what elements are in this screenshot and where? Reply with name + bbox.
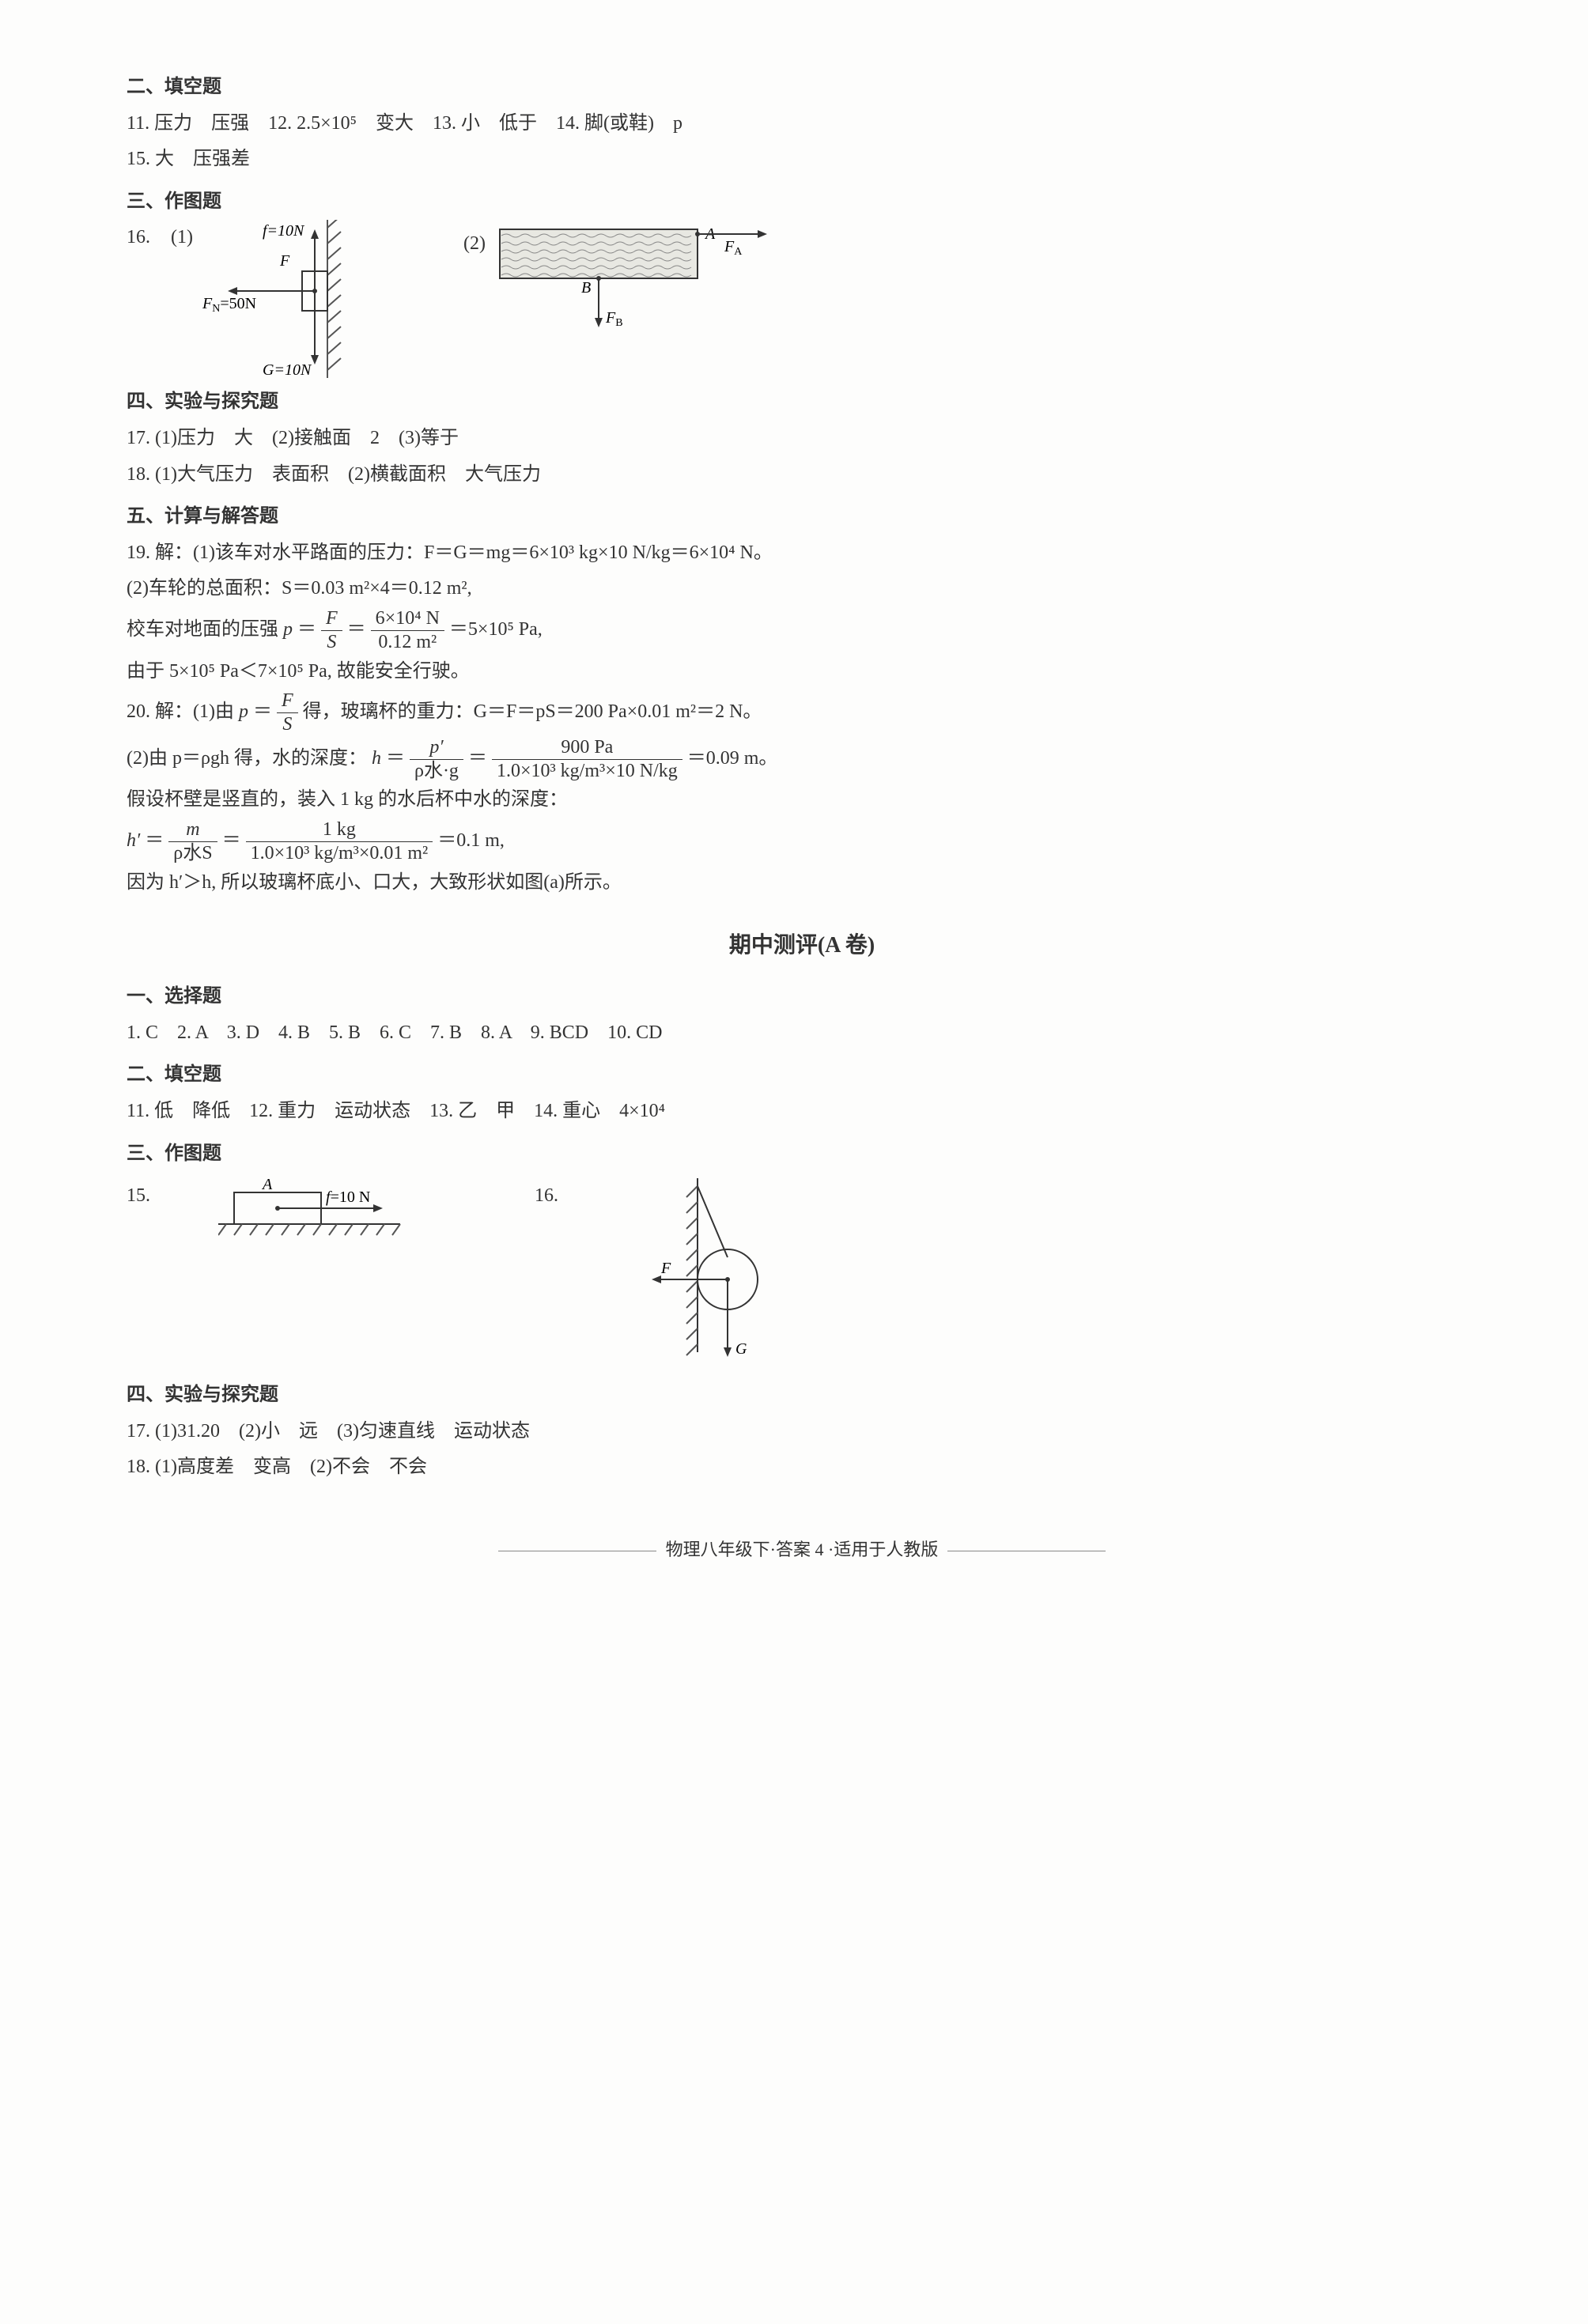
page-footer: 物理八年级下·答案 4 ·适用于人教版 <box>127 1533 1477 1566</box>
q20-l1-text-b: 得，玻璃杯的重力：G＝F＝pS＝200 Pa×0.01 m²＝2 N。 <box>303 701 762 722</box>
b-q18-line: 18. (1)高度差 变高 (2)不会 不会 <box>127 1449 1477 1486</box>
section-3-header: 三、作图题 <box>127 184 1477 221</box>
fraction-F-over-S-2: F S <box>277 690 298 736</box>
b-q1-10-line: 1. C 2. A 3. D 4. B 5. B 6. C 7. B 8. A … <box>127 1015 1477 1052</box>
svg-text:F: F <box>660 1260 671 1277</box>
section-4-header: 四、实验与探究题 <box>127 384 1477 421</box>
q20-l1-text-a: 20. 解：(1)由 <box>127 701 239 722</box>
svg-text:F: F <box>279 252 290 270</box>
section-5-header: 五、计算与解答题 <box>127 499 1477 535</box>
block-on-surface-icon: A f=10 N <box>218 1178 408 1257</box>
b-section-1-header: 一、选择题 <box>127 979 1477 1015</box>
q17-line: 17. (1)压力 大 (2)接触面 2 (3)等于 <box>127 421 1477 457</box>
svg-text:FN=50N: FN=50N <box>202 295 256 315</box>
fraction-m-over-rhoS: m ρ水S <box>168 818 217 865</box>
svg-text:G: G <box>735 1340 747 1358</box>
frac-den: 1.0×10³ kg/m³×10 N/kg <box>492 760 682 783</box>
b-section-4-header: 四、实验与探究题 <box>127 1377 1477 1414</box>
frac-den: ρ水·g <box>410 760 463 783</box>
q16-part1-label: (1) <box>171 220 193 256</box>
q20-l4-text-b: ＝0.1 m, <box>437 830 505 851</box>
frac-den: 0.12 m² <box>371 631 444 654</box>
svg-text:B: B <box>581 279 591 297</box>
frac-den: ρ水S <box>168 842 217 865</box>
svg-text:G=10N: G=10N <box>263 361 312 378</box>
svg-text:FB: FB <box>605 309 623 329</box>
frac-num: 1 kg <box>246 818 433 842</box>
fraction-F-over-S: F S <box>321 607 342 654</box>
q20-line3: 假设杯壁是竖直的，装入 1 kg 的水后杯中水的深度： <box>127 782 1477 818</box>
q16-number: 16. <box>127 220 171 256</box>
q19-line3: 校车对地面的压强 p ＝ F S ＝ 6×10⁴ N 0.12 m² ＝5×10… <box>127 607 1477 654</box>
q20-l2-text-a: (2)由 p＝ρgh 得，水的深度： <box>127 748 367 769</box>
q18-line: 18. (1)大气压力 表面积 (2)横截面积 大气压力 <box>127 457 1477 493</box>
section-2-header: 二、填空题 <box>127 70 1477 106</box>
q19-l3-text-b: ＝5×10⁵ Pa, <box>449 619 543 640</box>
diagram-16b: F G <box>626 1178 785 1368</box>
q19-line2: (2)车轮的总面积：S＝0.03 m²×4＝0.12 m², <box>127 571 1477 607</box>
frac-num: m <box>168 818 217 842</box>
frac-num: F <box>277 690 298 713</box>
fraction-value-3: 1 kg 1.0×10³ kg/m³×0.01 m² <box>246 818 433 865</box>
q15b-number: 15. <box>127 1178 171 1215</box>
svg-text:A: A <box>261 1178 273 1193</box>
frac-den: S <box>277 713 298 736</box>
svg-text:FA: FA <box>724 238 743 258</box>
diagram-16-1: f=10N F FN=50N G=10N <box>202 220 369 378</box>
frac-num: 6×10⁴ N <box>371 607 444 631</box>
b-section-2-header: 二、填空题 <box>127 1057 1477 1094</box>
diagram-16-2: A FA B FB <box>492 220 792 338</box>
q20-line5: 因为 h′＞h, 所以玻璃杯底小、口大，大致形状如图(a)所示。 <box>127 865 1477 901</box>
b-q17-line: 17. (1)31.20 (2)小 远 (3)匀速直线 运动状态 <box>127 1414 1477 1450</box>
q20-line4: h′ ＝ m ρ水S ＝ 1 kg 1.0×10³ kg/m³×0.01 m² … <box>127 818 1477 865</box>
frac-num: F <box>321 607 342 631</box>
frac-num: p′ <box>410 736 463 760</box>
fraction-p-over-rho-g: p′ ρ水·g <box>410 736 463 783</box>
q11-q14-line: 11. 压力 压强 12. 2.5×10⁵ 变大 13. 小 低于 14. 脚(… <box>127 106 1477 142</box>
frac-num: 900 Pa <box>492 736 682 760</box>
q20-line2: (2)由 p＝ρgh 得，水的深度： h ＝ p′ ρ水·g ＝ 900 Pa … <box>127 736 1477 783</box>
frac-den: 1.0×10³ kg/m³×0.01 m² <box>246 842 433 865</box>
midterm-title: 期中测评(A 卷) <box>127 924 1477 966</box>
q16b-number: 16. <box>535 1178 579 1215</box>
q19-line1: 19. 解：(1)该车对水平路面的压力：F＝G＝mg＝6×10³ kg×10 N… <box>127 535 1477 572</box>
q19-l3-text-a: 校车对地面的压强 <box>127 619 283 640</box>
b-q11-14-line: 11. 低 降低 12. 重力 运动状态 13. 乙 甲 14. 重心 4×10… <box>127 1094 1477 1130</box>
b-diagram-row: 15. A f=10 N <box>127 1178 1477 1368</box>
frac-den: S <box>321 631 342 654</box>
b-section-3-header: 三、作图题 <box>127 1136 1477 1173</box>
q15-line: 15. 大 压强差 <box>127 142 1477 178</box>
svg-text:f=10 N: f=10 N <box>326 1188 370 1206</box>
container-force-diagram-icon: A FA B FB <box>492 220 792 338</box>
diagram-15: A f=10 N <box>218 1178 408 1257</box>
svg-text:f=10N: f=10N <box>263 222 305 240</box>
q19-line4: 由于 5×10⁵ Pa＜7×10⁵ Pa, 故能安全行驶。 <box>127 654 1477 690</box>
q20-line1: 20. 解：(1)由 p ＝ F S 得，玻璃杯的重力：G＝F＝pS＝200 P… <box>127 690 1477 736</box>
q16-part2-label: (2) <box>463 220 486 263</box>
ball-on-wall-icon: F G <box>626 1178 785 1368</box>
fraction-value: 6×10⁴ N 0.12 m² <box>371 607 444 654</box>
q20-l2-text-b: ＝0.09 m。 <box>687 748 778 769</box>
force-diagram-wall-icon: f=10N F FN=50N G=10N <box>202 220 369 378</box>
fraction-value-2: 900 Pa 1.0×10³ kg/m³×10 N/kg <box>492 736 682 783</box>
q16-row: 16. (1) f=10 <box>127 220 1477 378</box>
